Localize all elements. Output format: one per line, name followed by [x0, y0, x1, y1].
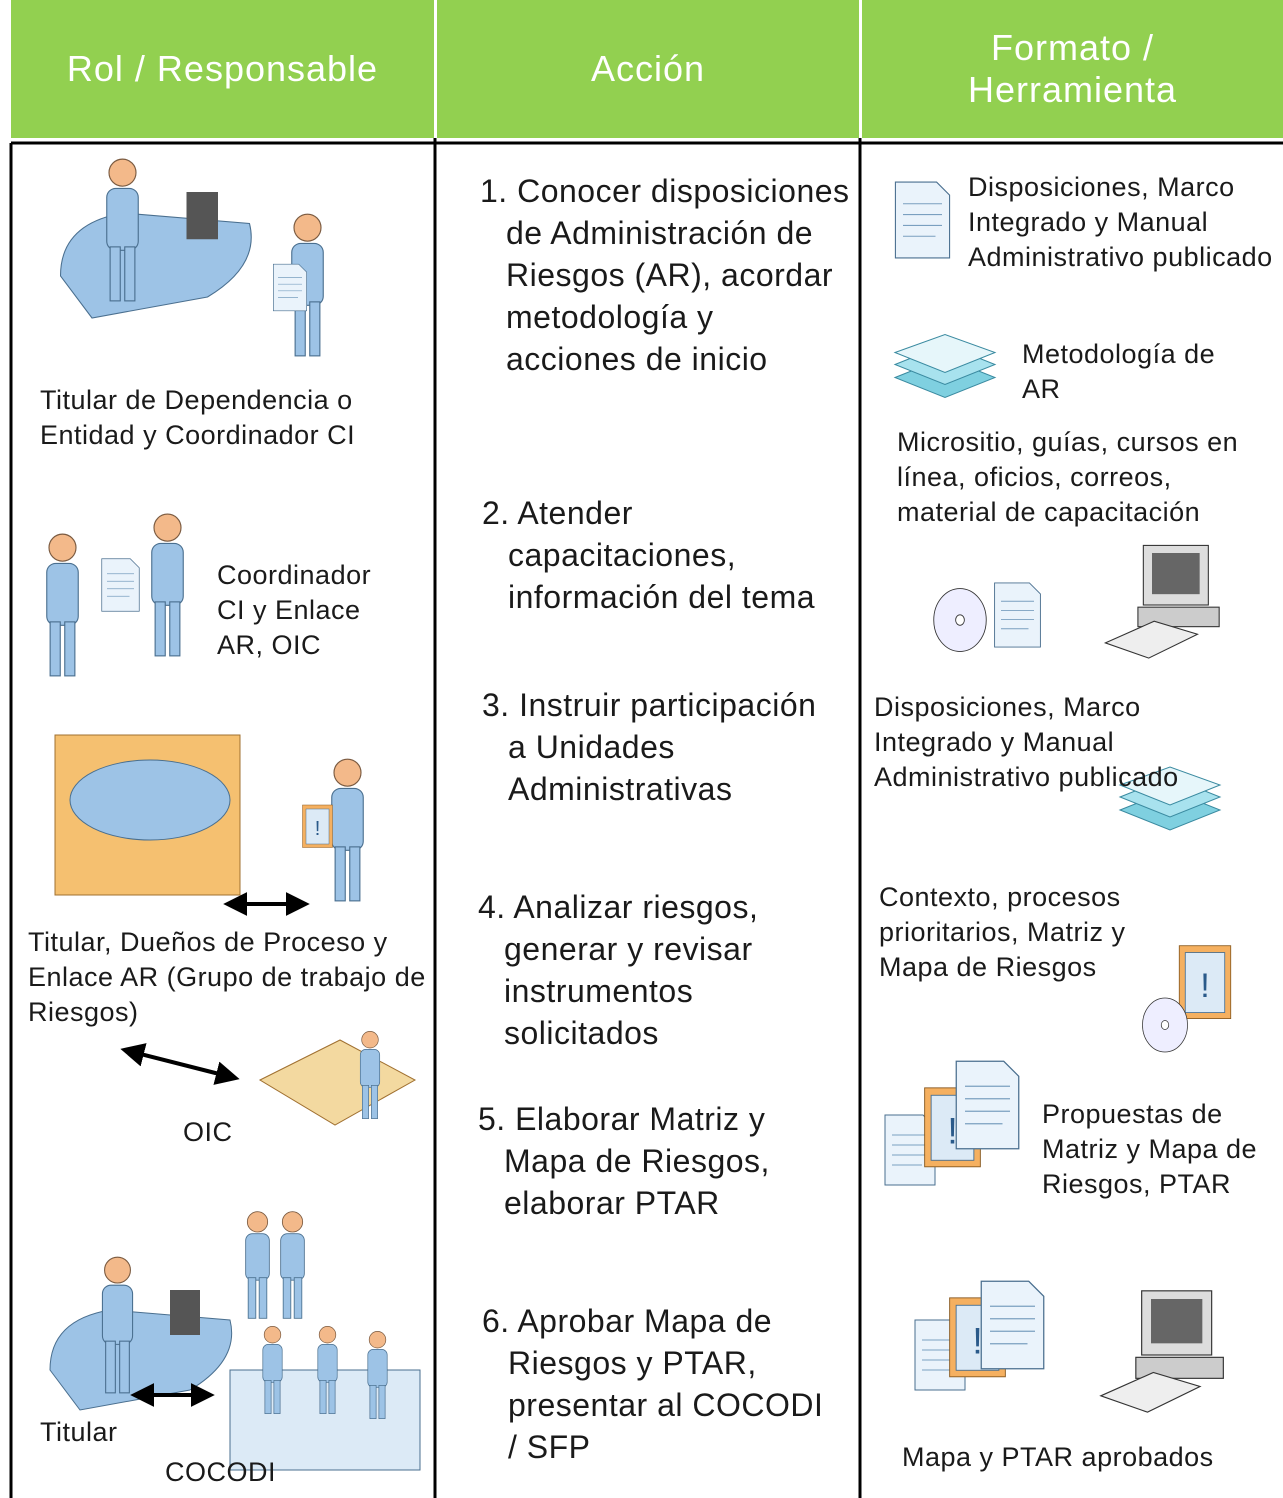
- desk-icon: [49, 1289, 233, 1411]
- header-cell: Formato / Herramienta: [862, 0, 1283, 138]
- tool: Metodología de AR: [1022, 339, 1216, 404]
- clipboard-icon: [1178, 945, 1232, 1020]
- computer-icon: [1100, 1290, 1224, 1413]
- stack-icon: [894, 333, 996, 399]
- doc-icon: [955, 1060, 1020, 1150]
- action: 4. Analizar riesgos, generar y revisar i…: [478, 889, 759, 1051]
- header-cell: Rol / Responsable: [11, 0, 434, 138]
- person-icon: [280, 1211, 305, 1319]
- doc-icon: [101, 558, 140, 612]
- doc-icon: [980, 1280, 1045, 1370]
- header-cell: Acción: [437, 0, 859, 138]
- tool: Propuestas de Matriz y Mapa de Riesgos, …: [1042, 1099, 1258, 1199]
- desk-icon: [258, 1039, 417, 1126]
- role: Titular: [40, 1417, 118, 1447]
- doc-icon: [994, 582, 1041, 648]
- cd-icon: [1142, 997, 1188, 1053]
- person-icon: [151, 513, 184, 657]
- action: 1. Conocer disposiciones de Administraci…: [480, 173, 850, 377]
- meeting-table: [69, 759, 231, 841]
- arrow: [120, 1043, 240, 1085]
- role: Titular de Dependencia o Entidad y Coord…: [40, 385, 356, 450]
- action: 6. Aprobar Mapa de Riesgos y PTAR, prese…: [482, 1303, 824, 1465]
- doc-icon: [272, 263, 308, 312]
- role: Coordinador CI y Enlace AR, OIC: [217, 560, 372, 660]
- computer-icon: [1104, 544, 1220, 659]
- header-text: Formato / Herramienta: [967, 27, 1178, 110]
- tool: Disposiciones, Marco Integrado y Manual …: [968, 172, 1273, 272]
- table-lines: [9, 0, 1283, 1498]
- desk-icon: [59, 191, 252, 319]
- tool: Disposiciones, Marco Integrado y Manual …: [874, 692, 1179, 792]
- role: Titular, Dueños de Proceso y Enlace AR (…: [28, 927, 426, 1027]
- role: COCODI: [165, 1457, 276, 1487]
- person-icon: [245, 1211, 270, 1319]
- action: 5. Elaborar Matriz y Mapa de Riesgos, el…: [478, 1101, 770, 1221]
- cd-icon: [933, 588, 987, 652]
- tool: Mapa y PTAR aprobados: [902, 1442, 1214, 1472]
- role: OIC: [183, 1117, 233, 1147]
- tool: Micrositio, guías, cursos en línea, ofic…: [897, 427, 1239, 527]
- action: 2. Atender capacitaciones, información d…: [482, 495, 816, 615]
- action: 3. Instruir participación a Unidades Adm…: [482, 687, 817, 807]
- person-icon: [46, 533, 79, 677]
- clipboard-icon: [302, 804, 333, 848]
- person-icon: [331, 758, 364, 902]
- doc-icon: [894, 181, 951, 259]
- tool: Contexto, procesos prioritarios, Matriz …: [879, 882, 1126, 982]
